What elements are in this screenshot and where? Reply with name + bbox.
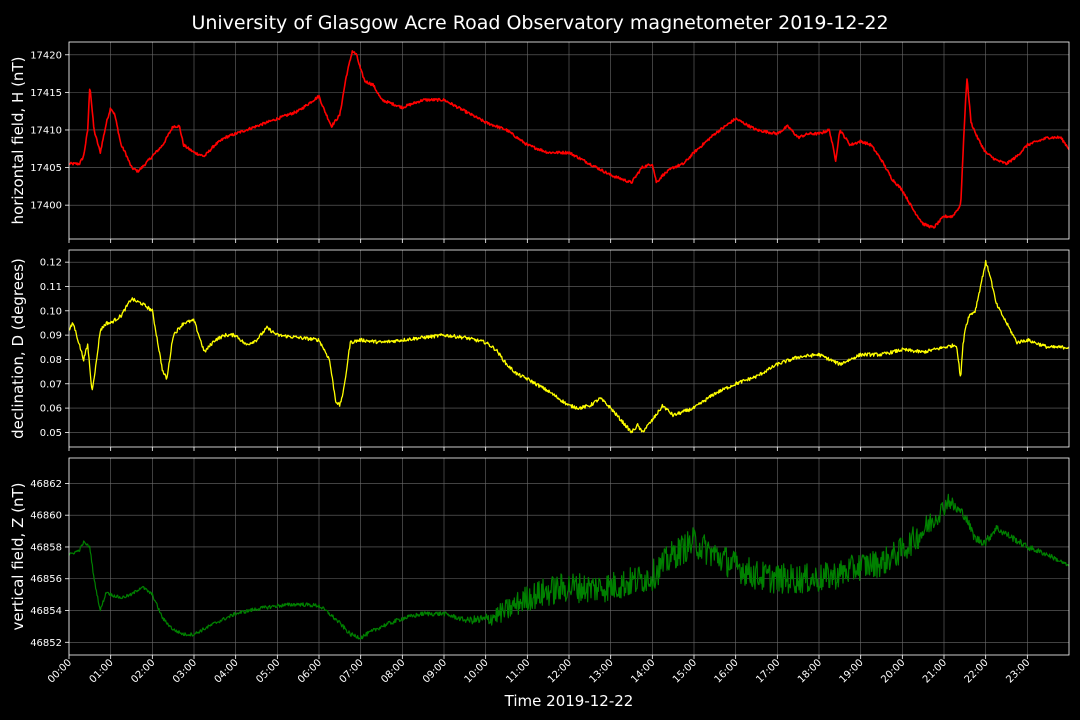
y-tick-label: 0.06 — [40, 404, 62, 415]
y-tick-label: 0.08 — [40, 355, 62, 366]
y-tick-label: 0.07 — [40, 379, 62, 390]
declination-panel: 0.05 0.06 0.07 0.08 0.09 0.10 0.11 0.12 declinat… — [9, 249, 1070, 451]
y-tick-label: 17415 — [30, 88, 62, 99]
y-tick-label: 17410 — [30, 125, 62, 136]
y-tick-label: 46854 — [30, 606, 62, 617]
y-axis-label: vertical field, Z (nT) — [9, 482, 27, 630]
y-tick-label: 0.11 — [40, 282, 62, 293]
x-tick-label: 11:00 — [504, 657, 532, 685]
x-tick-label: 00:00 — [46, 657, 74, 685]
x-tick-label: 08:00 — [379, 657, 407, 685]
chart-title: University of Glasgow Acre Road Observat… — [191, 12, 888, 34]
y-tick-label: 46860 — [30, 511, 62, 522]
y-axis-label: horizontal field, H (nT) — [9, 57, 27, 225]
x-tick-label: 17:00 — [754, 657, 782, 685]
x-tick-label: 04:00 — [213, 657, 241, 685]
x-tick-label: 15:00 — [671, 657, 699, 685]
axes-frame — [68, 457, 1070, 656]
x-tick-label: 23:00 — [1004, 657, 1032, 685]
x-tick-label: 22:00 — [963, 657, 991, 685]
x-tick-label: 10:00 — [463, 657, 491, 685]
y-tick-label: 46862 — [30, 479, 62, 490]
x-tick-label: 05:00 — [254, 657, 282, 685]
x-axis-ticks: 00:00 01:00 02:00 03:00 04:00 05:00 06:00 07:00… — [46, 657, 1032, 685]
z-field-series-line — [69, 493, 1069, 640]
x-tick-label: 20:00 — [879, 657, 907, 685]
axes-frame — [68, 41, 1070, 240]
y-tick-label: 0.09 — [40, 331, 62, 342]
x-tick-label: 13:00 — [588, 657, 616, 685]
y-tick-label: 17400 — [30, 201, 62, 212]
y-tick-label: 46856 — [30, 574, 62, 585]
x-axis-label: Time 2019-12-22 — [504, 692, 634, 710]
x-tick-label: 09:00 — [421, 657, 449, 685]
x-tick-label: 12:00 — [546, 657, 574, 685]
axes-frame — [68, 249, 1070, 448]
y-tick-label: 46858 — [30, 542, 62, 553]
y-tick-label: 17405 — [30, 163, 62, 174]
y-axis-label: declination, D (degrees) — [9, 258, 27, 439]
x-tick-label: 18:00 — [796, 657, 824, 685]
y-tick-label: 0.05 — [40, 428, 62, 439]
x-tick-label: 19:00 — [838, 657, 866, 685]
x-tick-label: 06:00 — [296, 657, 324, 685]
declination-series-line — [69, 259, 1069, 434]
x-tick-label: 16:00 — [713, 657, 741, 685]
x-tick-label: 01:00 — [88, 657, 116, 685]
y-tick-label: 0.12 — [40, 258, 62, 269]
x-tick-label: 02:00 — [129, 657, 157, 685]
y-tick-label: 17420 — [30, 50, 62, 61]
h-field-series-line — [69, 50, 1069, 229]
x-tick-label: 07:00 — [338, 657, 366, 685]
x-tick-label: 21:00 — [921, 657, 949, 685]
y-tick-label: 0.10 — [40, 306, 62, 317]
x-tick-label: 03:00 — [171, 657, 199, 685]
y-tick-label: 46852 — [30, 638, 62, 649]
x-tick-label: 14:00 — [629, 657, 657, 685]
